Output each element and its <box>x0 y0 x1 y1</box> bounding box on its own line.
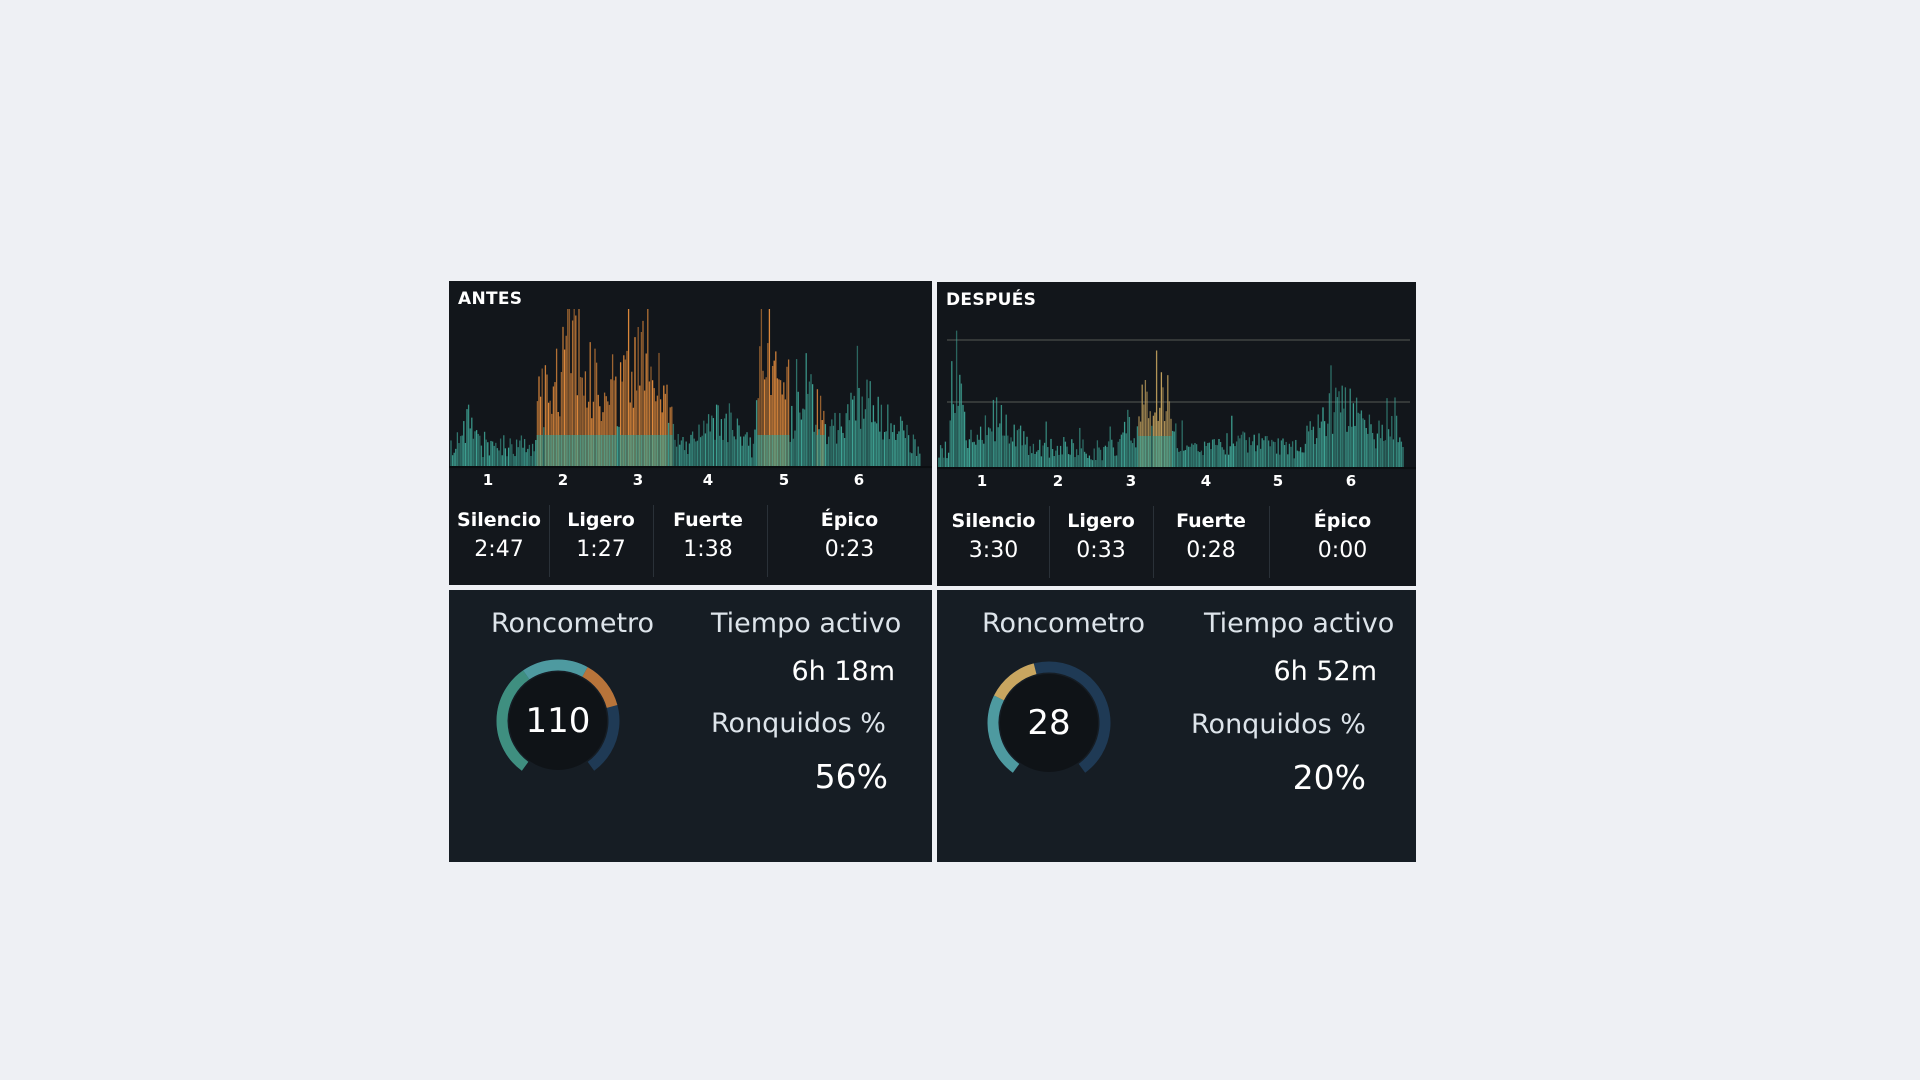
stat-divider <box>767 505 768 577</box>
before-label: ANTES <box>458 289 523 309</box>
active-time-value: 6h 18m <box>791 656 895 687</box>
stat-divider <box>1049 506 1050 578</box>
stat-epico: Épico 0:00 <box>1269 504 1416 574</box>
roncometro-title: Roncometro <box>982 608 1146 639</box>
hour-tick: 4 <box>1200 472 1212 490</box>
after-stats-row: Silencio 3:30 Ligero 0:33 Fuerte 0:28 Ép… <box>937 504 1416 584</box>
stat-value: 0:23 <box>824 537 875 562</box>
hour-tick: 3 <box>1125 472 1137 490</box>
gauge-segment <box>994 663 1037 701</box>
stat-divider <box>1153 506 1154 578</box>
after-waveform-chart <box>937 282 1416 470</box>
stat-value: 0:33 <box>1076 538 1126 563</box>
before-waveform-panel: ANTES 1 2 3 4 5 6 Silencio 2:47 Ligero 1… <box>449 281 932 585</box>
stat-name: Silencio <box>951 510 1036 532</box>
stat-divider <box>1269 506 1270 578</box>
hour-tick: 1 <box>482 471 494 489</box>
gauge-segment <box>987 695 1020 773</box>
before-summary-panel: Roncometro 110 Tiempo activo 6h 18m Ronq… <box>449 590 932 862</box>
stat-silencio: Silencio 3:30 <box>937 504 1050 574</box>
stat-ligero: Ligero 1:27 <box>549 503 653 573</box>
stat-silencio: Silencio 2:47 <box>449 503 549 573</box>
stat-divider <box>653 505 654 577</box>
stat-value: 1:38 <box>683 537 733 562</box>
stat-name: Épico <box>1313 510 1372 532</box>
stat-value: 0:28 <box>1186 538 1236 563</box>
hour-tick: 5 <box>1272 472 1284 490</box>
gauge-ring <box>987 661 1111 773</box>
stat-value: 2:47 <box>474 537 524 562</box>
after-waveform-panel: DESPUÉS 1 2 3 4 5 6 Silencio 3:30 Ligero… <box>937 282 1416 586</box>
roncometro-gauge: 28 <box>979 653 1119 793</box>
roncometro-gauge: 110 <box>488 651 628 791</box>
after-summary-panel: Roncometro 28 Tiempo activo 6h 52m Ronqu… <box>937 590 1416 862</box>
stat-name: Fuerte <box>673 509 743 531</box>
stat-fuerte: Fuerte 1:38 <box>653 503 763 573</box>
active-time-title: Tiempo activo <box>711 608 902 639</box>
roncometro-score: 28 <box>1027 703 1071 743</box>
before-hour-axis: 1 2 3 4 5 6 <box>449 471 932 493</box>
stat-value: 3:30 <box>968 538 1019 563</box>
hour-tick: 5 <box>778 471 790 489</box>
after-label: DESPUÉS <box>946 290 1037 310</box>
stat-divider <box>549 505 550 577</box>
gauge-segment <box>582 667 618 709</box>
stat-name: Silencio <box>457 509 541 531</box>
roncometro-score: 110 <box>525 701 591 741</box>
after-hour-axis: 1 2 3 4 5 6 <box>937 472 1416 494</box>
gauge-center <box>1000 674 1098 772</box>
stat-epico: Épico 0:23 <box>767 503 932 573</box>
hour-tick: 2 <box>557 471 569 489</box>
stat-name: Épico <box>820 509 879 531</box>
roncometro-title: Roncometro <box>491 608 655 639</box>
gauge-segment <box>523 659 588 680</box>
hour-tick: 2 <box>1052 472 1064 490</box>
hour-tick: 1 <box>976 472 988 490</box>
hour-tick: 6 <box>853 471 865 489</box>
snore-percent-title: Ronquidos % <box>1191 709 1366 740</box>
snore-percent-value: 20% <box>1292 758 1366 797</box>
hour-tick: 4 <box>702 471 714 489</box>
before-stats-row: Silencio 2:47 Ligero 1:27 Fuerte 1:38 Ép… <box>449 503 932 583</box>
hour-tick: 6 <box>1345 472 1357 490</box>
stat-name: Ligero <box>1067 510 1135 532</box>
gauge-ring <box>496 659 620 771</box>
active-time-title: Tiempo activo <box>1204 608 1395 639</box>
stat-name: Ligero <box>567 509 635 531</box>
stat-value: 0:00 <box>1317 538 1368 563</box>
stat-name: Fuerte <box>1176 510 1246 532</box>
stat-fuerte: Fuerte 0:28 <box>1153 504 1269 574</box>
stat-value: 1:27 <box>576 537 626 562</box>
gauge-segment <box>496 670 530 771</box>
snore-percent-value: 56% <box>814 757 888 796</box>
gauge-center <box>509 672 607 770</box>
snore-percent-title: Ronquidos % <box>711 708 886 739</box>
active-time-value: 6h 52m <box>1273 656 1377 687</box>
stat-ligero: Ligero 0:33 <box>1049 504 1153 574</box>
hour-tick: 3 <box>632 471 644 489</box>
before-waveform-chart <box>449 281 932 469</box>
